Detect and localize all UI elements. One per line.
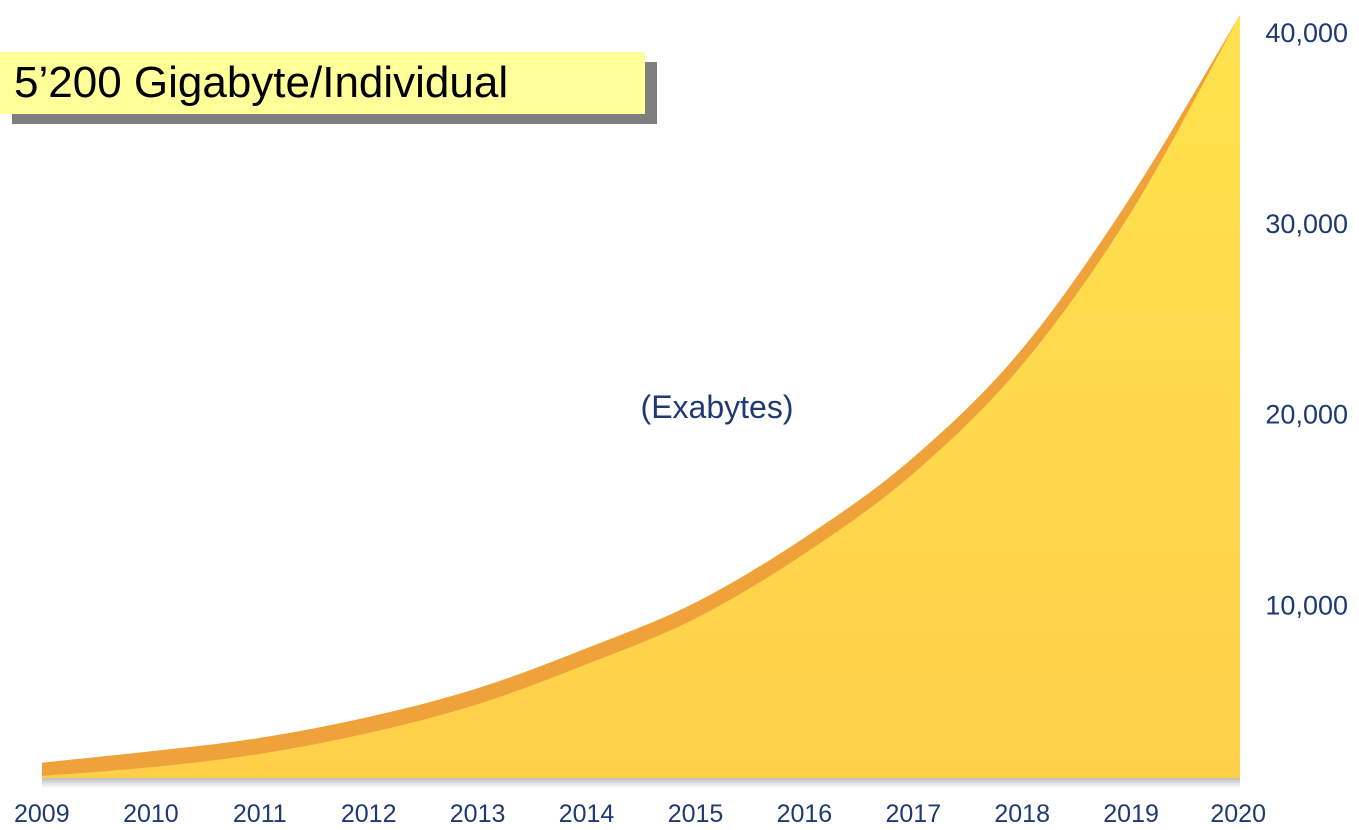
x-tick-label: 2018	[994, 800, 1050, 828]
x-tick-label: 2013	[450, 800, 506, 828]
unit-label: (Exabytes)	[641, 389, 794, 425]
y-tick-label: 20,000	[1265, 400, 1348, 430]
x-tick-label: 2010	[123, 800, 179, 828]
x-tick-label: 2019	[1103, 800, 1159, 828]
x-tick-label: 2009	[14, 800, 70, 828]
area-base-shadow	[42, 778, 1240, 788]
x-tick-label: 2017	[885, 800, 941, 828]
banner-text: 5’200 Gigabyte/Individual	[14, 58, 509, 107]
x-tick-label: 2014	[559, 800, 615, 828]
y-axis-ticks: 10,000 20,000 30,000 40,000	[1265, 18, 1348, 620]
y-tick-label: 30,000	[1265, 209, 1348, 239]
x-tick-label: 2011	[233, 800, 287, 828]
x-axis-ticks: 2009 2010 2011 2012 2013 2014 2015 2016 2017 2018…	[14, 800, 1266, 828]
x-tick-label: 2015	[668, 800, 724, 828]
area-fill	[42, 15, 1240, 778]
banner-callout: 5’200 Gigabyte/Individual	[0, 52, 645, 114]
area-layer	[42, 15, 1240, 788]
x-tick-label: 2012	[341, 800, 397, 828]
x-tick-label: 2016	[777, 800, 833, 828]
y-tick-label: 40,000	[1265, 18, 1348, 48]
x-tick-label: 2020	[1210, 800, 1266, 828]
y-tick-label: 10,000	[1265, 590, 1348, 620]
